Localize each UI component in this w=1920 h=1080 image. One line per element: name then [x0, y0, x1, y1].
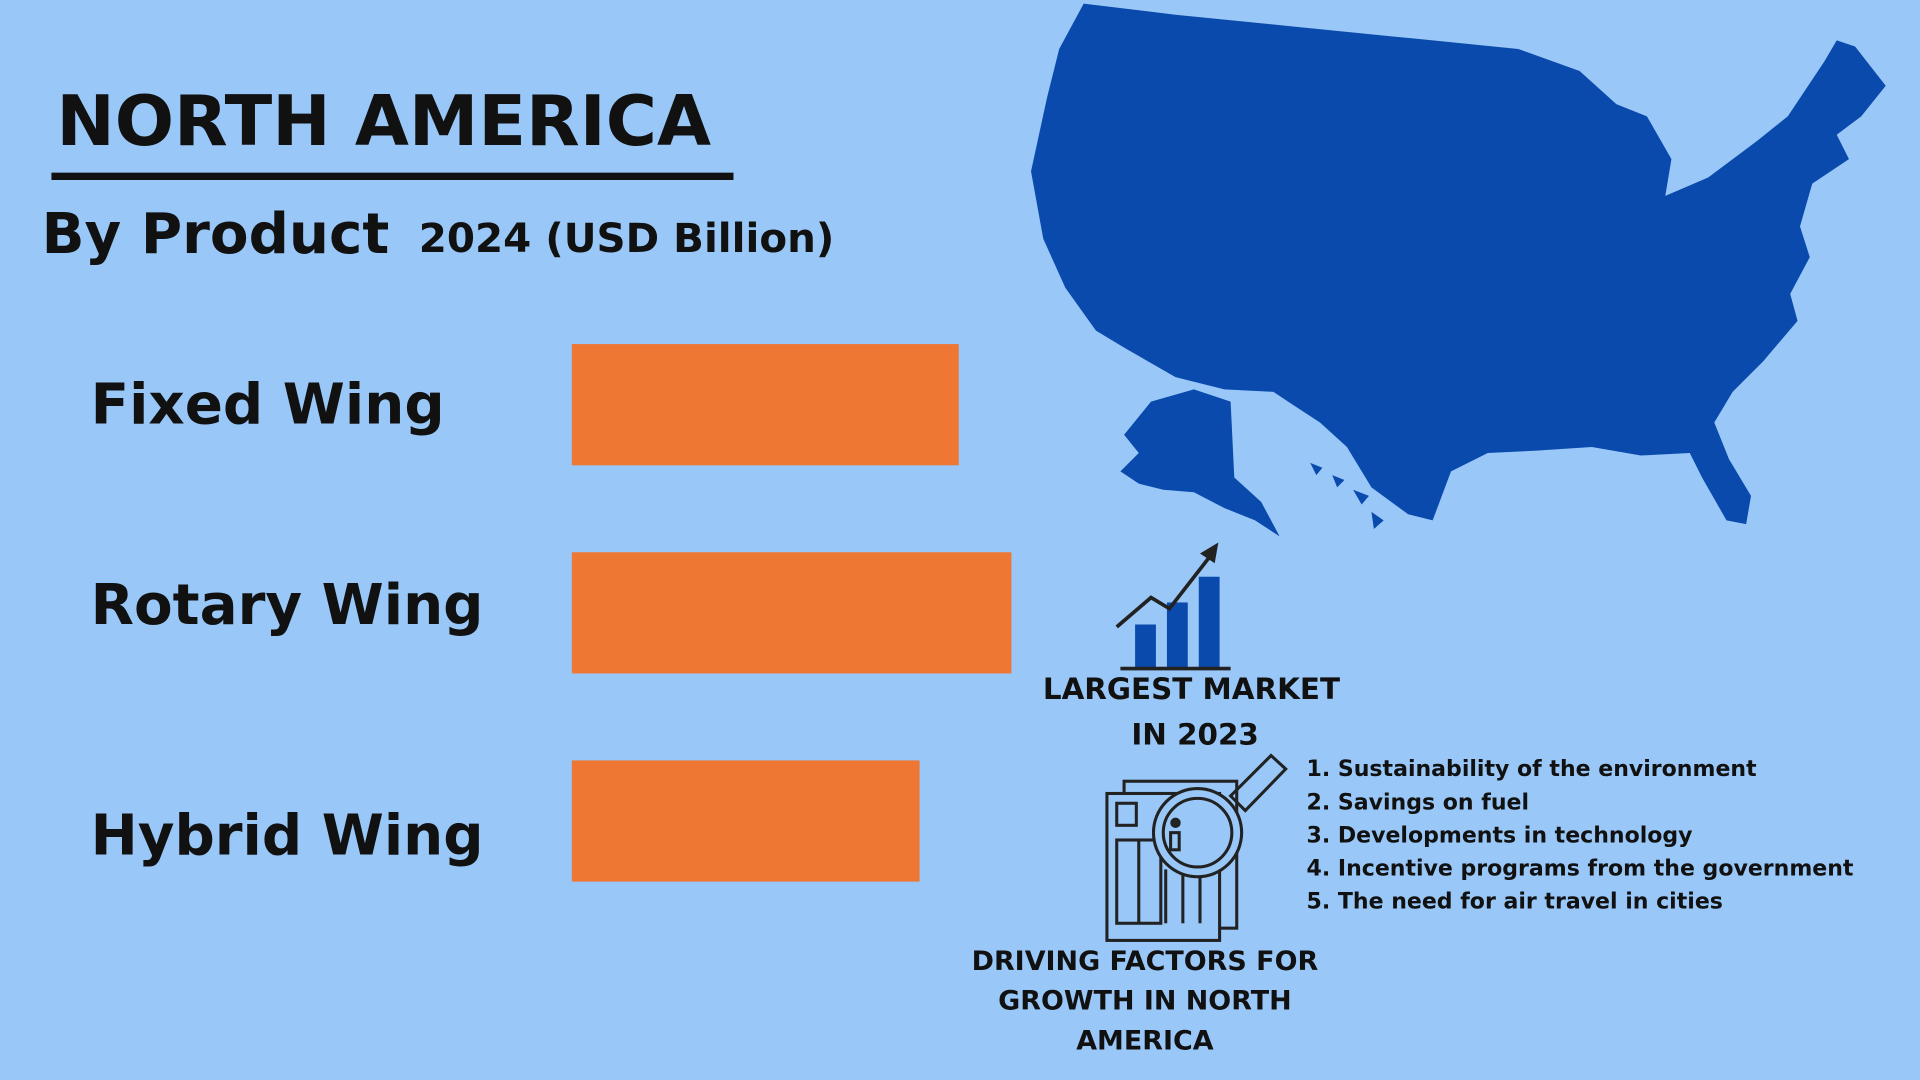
highlight-line: LARGEST MARKET — [1043, 672, 1340, 706]
factor-caption: DRIVING FACTORS FOR GROWTH IN NORTH AMERIC… — [972, 946, 1319, 1057]
factor-item: 4. Incentive programs from the governmen… — [1307, 856, 1854, 881]
caption-line: GROWTH IN NORTH — [998, 986, 1291, 1017]
icon-lens — [1151, 787, 1244, 879]
factor-item: 1. Sustainability of the environment — [1307, 757, 1758, 782]
icon-handle — [1228, 753, 1288, 813]
main-title: NORTH AMERICA — [56, 81, 711, 162]
title-underline — [51, 172, 734, 180]
chart-title: By Product — [42, 202, 390, 267]
factor-item: 3. Developments in technology — [1307, 823, 1693, 848]
bar — [571, 552, 1012, 674]
chart-subtitle: 2024 (USD Billion) — [419, 214, 835, 262]
icon-bar — [1198, 576, 1220, 668]
chart-icon — [1115, 542, 1231, 671]
caption-line: AMERICA — [1076, 1026, 1214, 1057]
icon-doc-box — [1115, 801, 1138, 827]
category-label: Fixed Wing — [91, 372, 445, 437]
caption-line: DRIVING FACTORS FOR — [972, 946, 1319, 977]
map-contiguous — [1031, 3, 1886, 525]
research-icon — [1105, 753, 1288, 942]
bar — [571, 760, 920, 882]
icon-trend — [1115, 552, 1214, 629]
bar-chart: Fixed Wing Rotary Wing Hybrid Wing — [91, 344, 1012, 882]
highlight-line: IN 2023 — [1131, 717, 1259, 751]
icon-bar — [1166, 602, 1188, 668]
icon-dot — [1170, 817, 1181, 829]
icon-arrow — [1200, 542, 1219, 564]
factor-item: 2. Savings on fuel — [1307, 790, 1530, 815]
map-alaska — [1120, 389, 1280, 537]
category-label: Rotary Wing — [91, 573, 484, 638]
icon-i — [1169, 831, 1181, 852]
icon-bar — [1135, 624, 1156, 668]
bar — [571, 344, 959, 466]
category-label: Hybrid Wing — [91, 803, 484, 868]
factor-item: 5. The need for air travel in cities — [1307, 889, 1723, 914]
icon-lens-inner — [1161, 796, 1234, 869]
factor-list: 1. Sustainability of the environment 2. S… — [1307, 757, 1854, 914]
